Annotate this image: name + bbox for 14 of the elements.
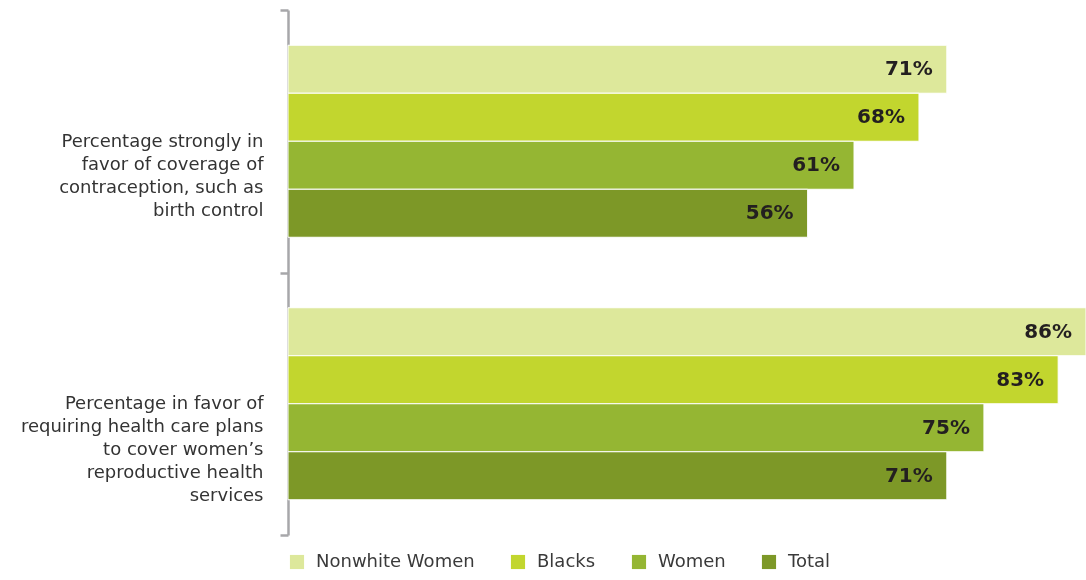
data-label: 68% <box>857 104 905 129</box>
legend-label: Nonwhite Women <box>316 550 475 571</box>
data-label: 71% <box>884 56 933 81</box>
y-tick-label: Percentage strongly in favor of coverage of contraception, such as birth control <box>59 129 265 220</box>
data-label: 75% <box>922 414 970 439</box>
legend-label: Women <box>658 550 726 571</box>
legend-label: Blacks <box>537 550 596 571</box>
y-tick-label: Percentage in favor of requiring health care plans to cover women’s reproductive health services <box>20 392 265 506</box>
data-label: 61% <box>792 152 841 177</box>
data-label: 71% <box>884 462 933 487</box>
data-label: 86% <box>1024 318 1072 343</box>
data-label: 83% <box>996 366 1045 391</box>
legend-label: Total <box>787 550 831 571</box>
data-label: 56% <box>745 200 794 225</box>
